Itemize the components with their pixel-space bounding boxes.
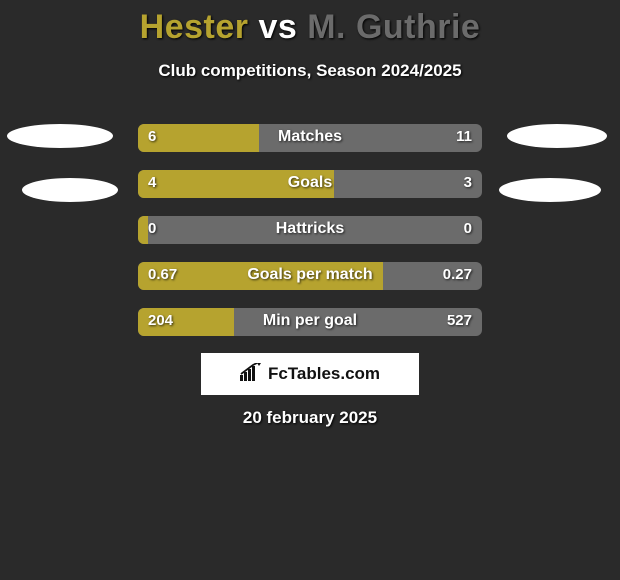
stat-label: Goals per match <box>138 266 482 284</box>
player1-photo-placeholder-2 <box>22 178 118 202</box>
stat-value-right: 11 <box>456 128 472 145</box>
subtitle: Club competitions, Season 2024/2025 <box>0 61 620 81</box>
stat-value-right: 0.27 <box>443 266 472 283</box>
player1-photo-placeholder-1 <box>7 124 113 148</box>
brand-box: FcTables.com <box>201 353 419 395</box>
comparison-infographic: Hester vs M. Guthrie Club competitions, … <box>0 0 620 580</box>
stat-row: 204Min per goal527 <box>138 308 482 336</box>
stat-label: Hattricks <box>138 220 482 238</box>
vs-label: vs <box>258 8 297 46</box>
player1-name: Hester <box>140 8 249 46</box>
stat-label: Goals <box>138 174 482 192</box>
stat-row: 4Goals3 <box>138 170 482 198</box>
chart-bar-icon <box>240 363 262 386</box>
player2-name: M. Guthrie <box>307 8 480 46</box>
stat-label: Min per goal <box>138 312 482 330</box>
stat-value-right: 527 <box>447 312 472 329</box>
stat-label: Matches <box>138 128 482 146</box>
footer-date: 20 february 2025 <box>0 408 620 428</box>
player2-photo-placeholder-1 <box>507 124 607 148</box>
stat-bars: 6Matches11 4Goals3 0Hattricks0 0.67Goals pe… <box>138 124 482 354</box>
stat-row: 6Matches11 <box>138 124 482 152</box>
page-title: Hester vs M. Guthrie <box>0 0 620 47</box>
stat-value-right: 0 <box>464 220 472 237</box>
stat-row: 0.67Goals per match0.27 <box>138 262 482 290</box>
stat-value-right: 3 <box>464 174 472 191</box>
brand-label: FcTables.com <box>268 364 380 384</box>
player2-photo-placeholder-2 <box>499 178 601 202</box>
stat-row: 0Hattricks0 <box>138 216 482 244</box>
